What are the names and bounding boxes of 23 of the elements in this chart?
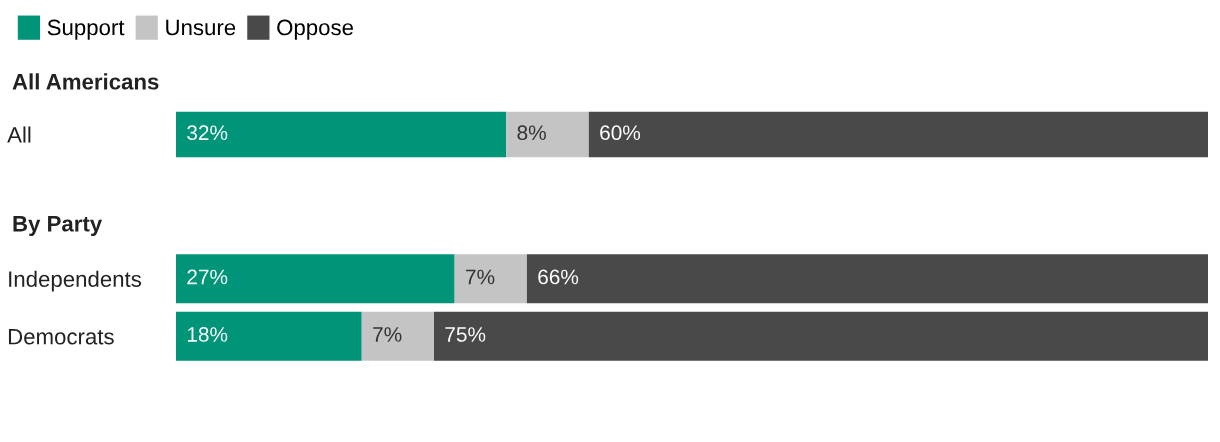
data-label: 66% <box>538 269 579 285</box>
y-tick-label: Democrats <box>8 329 114 345</box>
data-label: 8% <box>517 125 546 141</box>
bar <box>454 254 527 304</box>
legend-label: Oppose <box>277 19 353 40</box>
chart-title: By Party <box>13 216 103 236</box>
data-label: 7% <box>373 327 402 342</box>
data-label: 18% <box>187 327 228 342</box>
chart-title: All Americans <box>12 73 159 90</box>
bar <box>434 311 1208 361</box>
data-label: 32% <box>187 125 228 141</box>
bar <box>176 254 455 304</box>
data-label: 60% <box>600 125 641 141</box>
data-label: 75% <box>445 327 486 342</box>
bar <box>176 311 362 361</box>
y-tick-label: All <box>7 126 31 143</box>
data-label: 27% <box>187 269 228 285</box>
bar <box>361 311 434 361</box>
y-tick-label: Independents <box>9 270 142 292</box>
legend-label: Unsure <box>166 19 236 36</box>
data-label: 7% <box>466 269 495 285</box>
legend-label: Support <box>47 19 125 40</box>
bar <box>526 254 1208 304</box>
